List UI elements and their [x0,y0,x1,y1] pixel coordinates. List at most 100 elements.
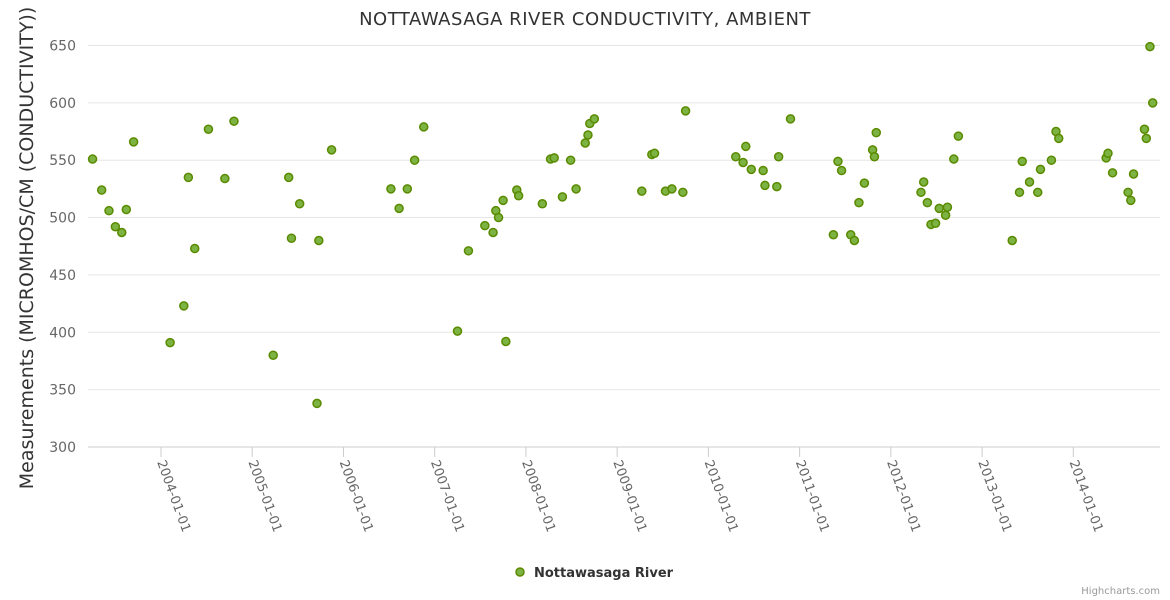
data-point[interactable] [312,398,322,409]
data-point[interactable] [220,173,230,184]
data-point[interactable] [96,185,107,195]
data-point[interactable] [1107,168,1118,178]
data-point[interactable] [229,116,239,126]
data-point[interactable] [283,172,294,183]
data-point[interactable] [452,326,463,336]
data-point[interactable] [746,164,757,175]
data-point[interactable] [1035,164,1046,175]
data-point[interactable] [583,130,593,140]
data-point[interactable] [189,243,200,254]
data-point[interactable] [128,137,139,147]
data-point[interactable] [680,106,691,116]
data-point[interactable] [942,202,953,212]
data-point[interactable] [1145,41,1155,52]
data-point[interactable] [537,199,548,209]
data-point[interactable] [1147,98,1158,108]
data-point[interactable] [922,197,933,208]
data-point[interactable] [402,184,413,194]
data-point[interactable] [678,187,688,198]
data-point[interactable] [859,178,870,188]
data-point[interactable] [869,152,880,162]
data-point[interactable] [286,233,297,243]
data-point[interactable] [785,114,796,124]
data-point[interactable] [758,165,768,176]
data-point[interactable] [833,156,843,167]
data-point[interactable] [828,230,839,240]
data-point[interactable] [117,227,127,238]
data-point[interactable] [183,172,194,183]
data-point[interactable] [121,204,132,215]
data-point[interactable] [741,141,751,152]
data-point[interactable] [409,155,420,165]
data-point[interactable] [1024,177,1035,187]
data-point[interactable] [836,165,847,176]
data-point[interactable] [565,155,576,165]
x-tick-label: 2005-01-01 [244,458,284,534]
data-point[interactable] [1046,155,1057,165]
data-point[interactable] [179,301,189,311]
data-point[interactable] [1017,156,1027,167]
credits-link[interactable]: Highcharts.com [1081,586,1160,597]
data-point[interactable] [386,184,396,194]
data-point[interactable] [1103,148,1113,159]
x-tick-label: 2007-01-01 [427,458,467,534]
data-point[interactable] [849,235,860,246]
data-point[interactable] [314,235,324,246]
data-point[interactable] [1141,133,1152,144]
data-point[interactable] [637,186,647,196]
y-tick-label: 450 [49,268,76,284]
legend[interactable]: Nottawasaga River [515,566,674,581]
data-point[interactable] [480,220,490,231]
data-point[interactable] [934,203,944,214]
data-point[interactable] [493,212,504,223]
data-point[interactable] [949,154,959,164]
data-point[interactable] [1053,133,1064,144]
data-point[interactable] [871,127,882,138]
data-point[interactable] [294,199,305,209]
data-point[interactable] [1014,187,1025,198]
data-point[interactable] [463,246,474,256]
data-point[interactable] [580,138,590,148]
legend-marker[interactable] [515,567,525,577]
data-point[interactable] [1007,235,1017,246]
data-point[interactable] [649,148,660,159]
data-point[interactable] [203,124,214,134]
legend-label[interactable]: Nottawasaga River [534,566,674,581]
data-point[interactable] [854,197,864,208]
data-point[interactable] [549,153,559,163]
data-point[interactable] [104,205,114,216]
data-point[interactable] [940,210,951,221]
data-point[interactable] [738,157,748,168]
data-point[interactable] [731,152,741,162]
data-point[interactable] [1123,187,1133,198]
data-point[interactable] [513,191,524,201]
data-point[interactable] [501,336,511,347]
data-point[interactable] [953,131,964,141]
data-point[interactable] [326,145,337,155]
data-point[interactable] [1139,124,1150,134]
data-point[interactable] [1126,195,1136,206]
data-point[interactable] [772,181,782,192]
y-tick-label: 300 [49,440,76,456]
data-point[interactable] [571,184,581,194]
data-point[interactable] [773,152,784,162]
data-point[interactable] [165,337,175,348]
data-point[interactable] [916,187,926,198]
data-point[interactable] [1032,187,1043,198]
data-point[interactable] [394,203,404,214]
data-point[interactable] [87,154,98,164]
data-point[interactable] [918,177,929,187]
data-point[interactable] [589,114,600,124]
data-point[interactable] [418,122,429,132]
data-point[interactable] [268,350,278,360]
data-point[interactable] [110,221,121,232]
data-point[interactable] [498,195,508,206]
x-tick-label: 2014-01-01 [1066,458,1106,534]
data-point[interactable] [667,184,677,194]
data-point[interactable] [930,218,941,229]
x-tick-label: 2006-01-01 [336,458,376,534]
data-point[interactable] [1128,169,1139,179]
data-point[interactable] [760,180,770,191]
data-point[interactable] [557,192,568,202]
data-point[interactable] [488,227,498,238]
